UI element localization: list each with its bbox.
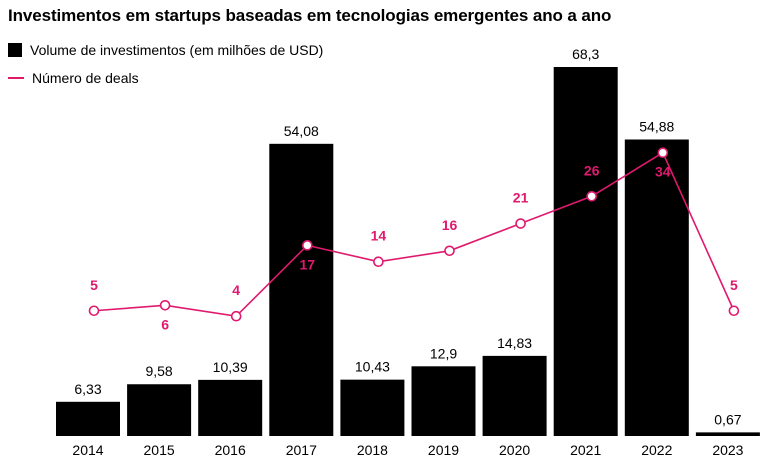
deal-point-2015 bbox=[159, 299, 171, 311]
bar-2015 bbox=[127, 384, 192, 436]
bar-value-label-2014: 6,33 bbox=[74, 381, 101, 397]
x-tick-label-2014: 2014 bbox=[72, 442, 103, 458]
deal-value-label-2015: 6 bbox=[161, 316, 169, 332]
bar-value-label-2019: 12,9 bbox=[430, 345, 457, 361]
deal-point-2020 bbox=[515, 218, 526, 229]
deal-value-label-2019: 16 bbox=[442, 217, 458, 233]
legend-item-volume: Volume de investimentos (em milhões de U… bbox=[8, 42, 323, 58]
bar-2020 bbox=[482, 355, 547, 436]
bar-2023 bbox=[695, 432, 760, 436]
deal-value-label-2016: 4 bbox=[232, 282, 240, 298]
bar-value-label-2022: 54,88 bbox=[639, 119, 674, 135]
bar-2017 bbox=[269, 143, 334, 436]
deal-point-2018 bbox=[373, 256, 384, 268]
x-tick-label-2023: 2023 bbox=[712, 442, 743, 458]
x-tick-label-2020: 2020 bbox=[499, 442, 530, 458]
deal-point-2019 bbox=[444, 245, 455, 257]
x-tick-label-2022: 2022 bbox=[641, 442, 672, 458]
bar-value-label-2015: 9,58 bbox=[145, 363, 172, 379]
legend-item-deals: Número de deals bbox=[8, 70, 139, 86]
legend-swatch-bar bbox=[8, 43, 22, 57]
legend-label-volume: Volume de investimentos (em milhões de U… bbox=[30, 42, 324, 58]
legend-label-deals: Número de deals bbox=[32, 70, 139, 86]
x-tick-label-2018: 2018 bbox=[357, 442, 388, 458]
x-tick-label-2017: 2017 bbox=[286, 442, 317, 458]
deal-value-label-2014: 5 bbox=[90, 277, 98, 293]
x-tick-label-2015: 2015 bbox=[144, 442, 175, 458]
deal-point-2021 bbox=[586, 191, 598, 202]
chart-title: Investimentos em startups baseadas em te… bbox=[8, 6, 612, 25]
bar-2016 bbox=[198, 379, 263, 436]
deal-point-2014 bbox=[88, 305, 100, 317]
deal-point-2023 bbox=[728, 305, 740, 317]
bar-2018 bbox=[340, 379, 405, 436]
deal-value-label-2020: 21 bbox=[513, 190, 529, 206]
bar-2021 bbox=[553, 67, 618, 436]
bar-value-label-2023: 0,67 bbox=[714, 411, 741, 427]
x-tick-label-2016: 2016 bbox=[215, 442, 246, 458]
bar-value-label-2018: 10,43 bbox=[355, 359, 390, 375]
deal-value-label-2023: 5 bbox=[730, 277, 738, 293]
deal-point-2016 bbox=[230, 310, 242, 322]
bar-value-label-2020: 14,83 bbox=[497, 335, 532, 351]
deals-line bbox=[93, 151, 735, 318]
bar-value-label-2016: 10,39 bbox=[213, 359, 248, 375]
deal-point-2017 bbox=[301, 240, 313, 251]
deal-value-label-2018: 14 bbox=[371, 228, 387, 244]
deal-value-label-2021: 26 bbox=[584, 162, 600, 178]
bar-value-label-2021: 68,3 bbox=[572, 46, 599, 62]
deal-value-label-2017: 17 bbox=[300, 256, 316, 272]
x-tick-label-2021: 2021 bbox=[570, 442, 601, 458]
legend-swatch-line bbox=[8, 77, 24, 79]
deal-point-2022 bbox=[657, 147, 669, 158]
bar-value-label-2017: 54,08 bbox=[284, 123, 319, 139]
deal-value-label-2022: 34 bbox=[655, 164, 671, 180]
bar-2019 bbox=[411, 366, 476, 436]
bar-2022 bbox=[624, 139, 689, 437]
x-tick-label-2019: 2019 bbox=[428, 442, 459, 458]
bar-2014 bbox=[56, 401, 120, 436]
